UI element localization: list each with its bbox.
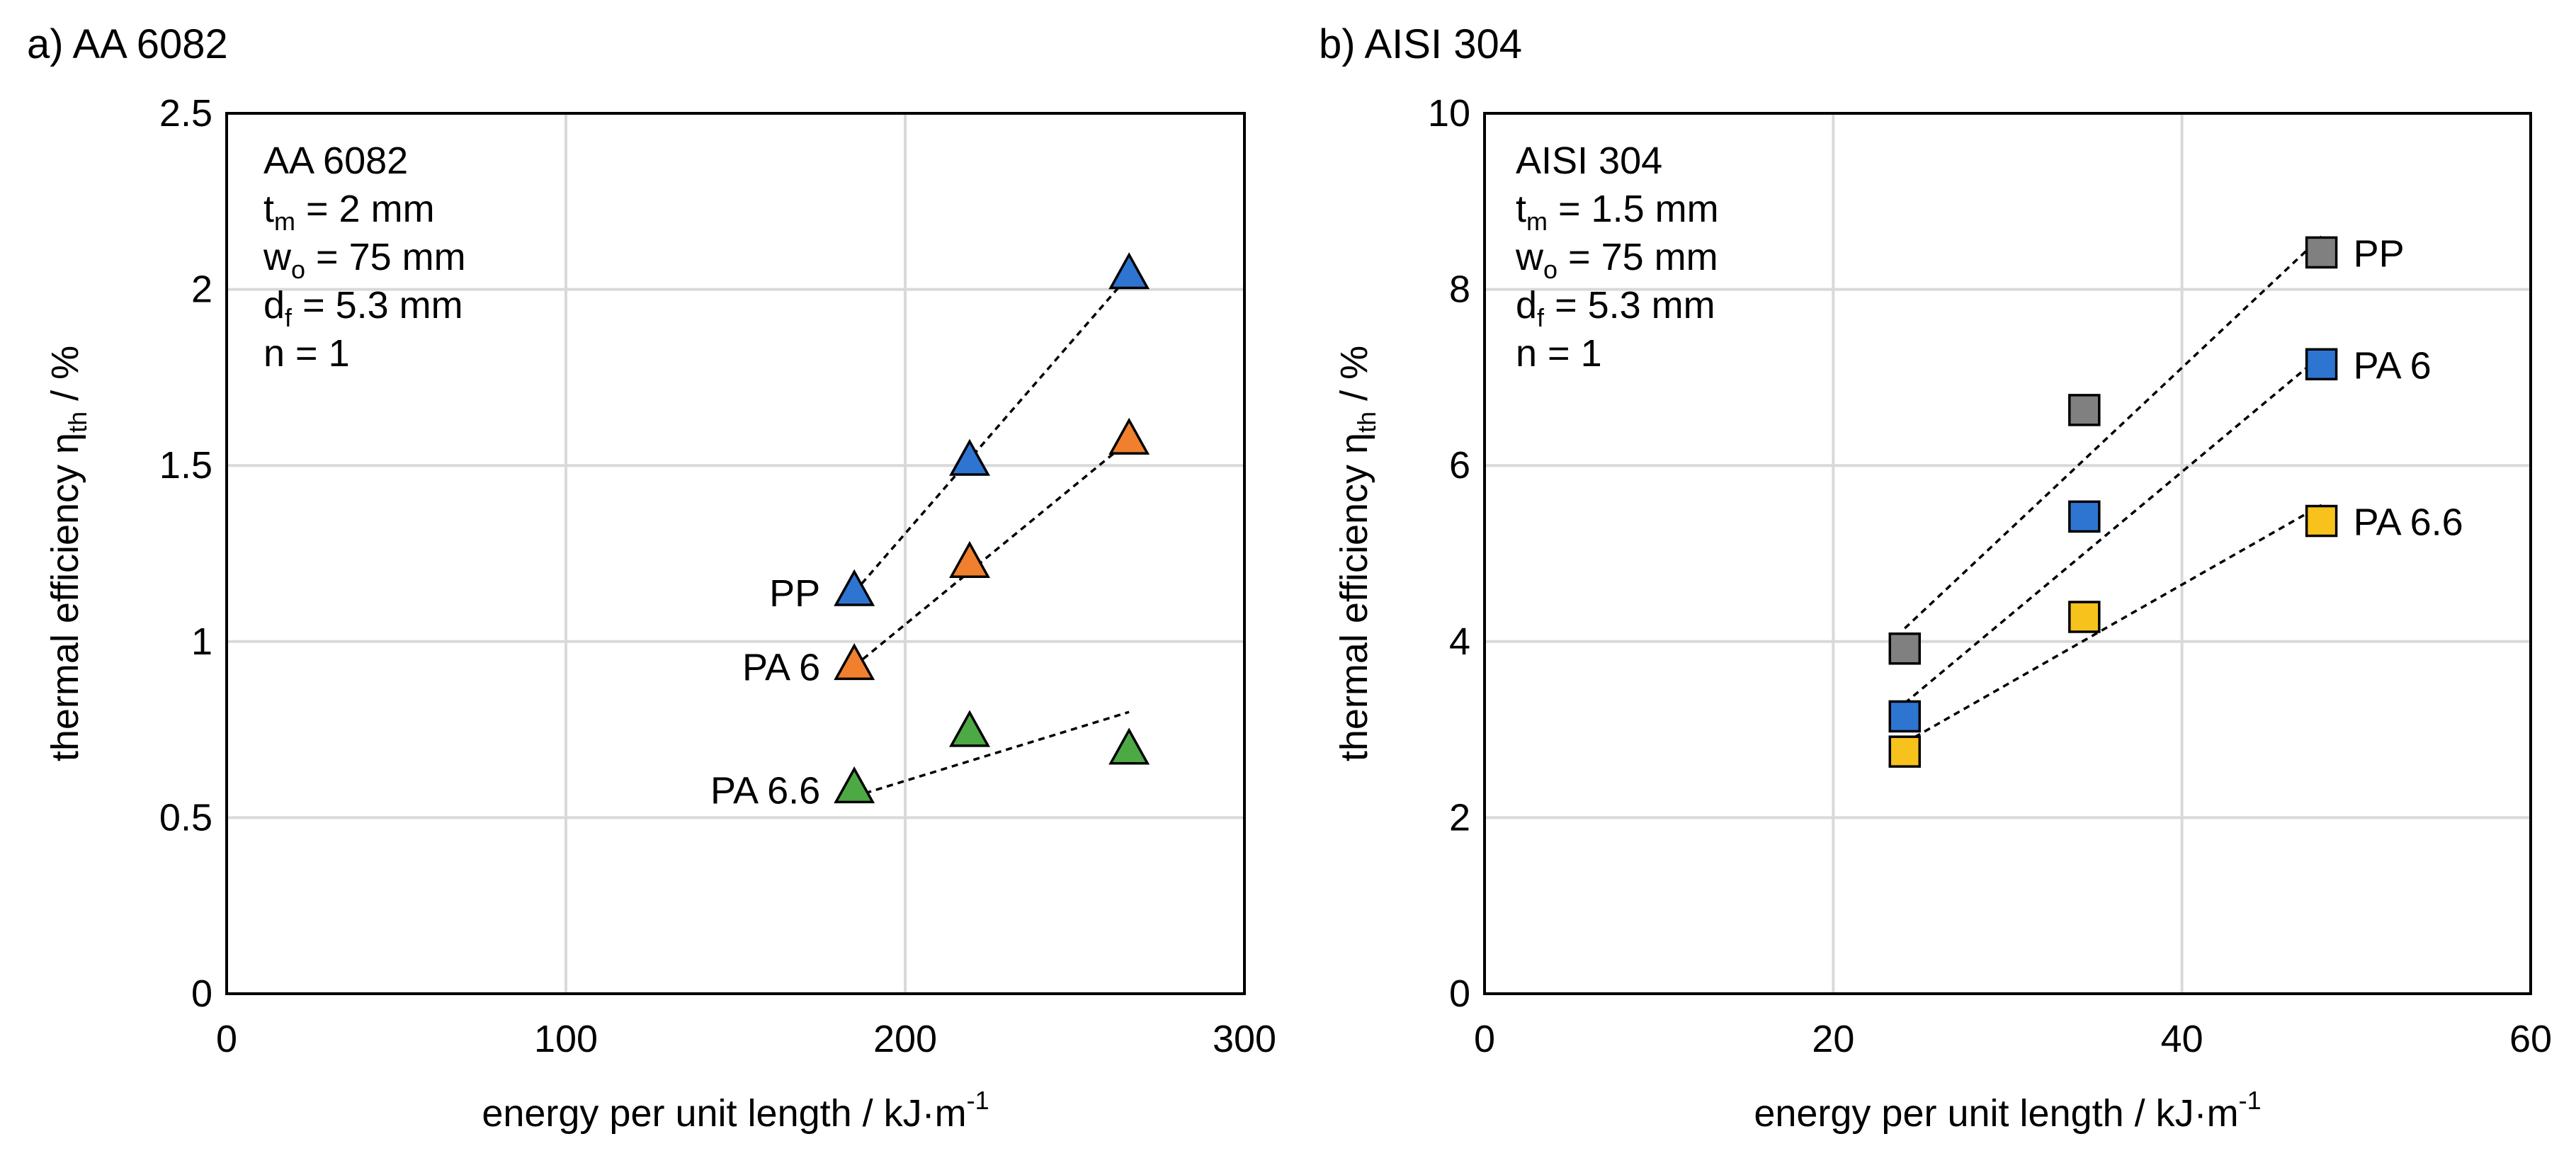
x-tick-label: 300 bbox=[1213, 1018, 1276, 1060]
data-point bbox=[949, 540, 990, 578]
x-tick-label: 20 bbox=[1812, 1018, 1854, 1060]
data-point bbox=[1108, 417, 1150, 455]
series-pp: PP bbox=[1888, 232, 2405, 665]
trend-line bbox=[1904, 354, 2322, 705]
data-point bbox=[1888, 735, 1922, 768]
data-point bbox=[1888, 632, 1922, 665]
series-label: PA 6 bbox=[2354, 344, 2432, 387]
y-tick-label: 2 bbox=[1449, 796, 1470, 839]
data-point bbox=[834, 766, 875, 804]
trend-line bbox=[853, 274, 1130, 594]
annotation-line: df = 5.3 mm bbox=[263, 284, 463, 332]
series-label: PA 6.6 bbox=[2354, 501, 2463, 544]
y-tick-label: 10 bbox=[1428, 92, 1470, 135]
series-label: PP bbox=[769, 572, 820, 615]
panel-label: b) AISI 304 bbox=[1319, 21, 1522, 67]
y-tick-label: 6 bbox=[1449, 444, 1470, 487]
y-tick-label: 2 bbox=[191, 268, 212, 311]
y-tick-label: 4 bbox=[1449, 620, 1470, 663]
x-tick-label: 100 bbox=[534, 1018, 598, 1060]
y-axis-label: thermal efficiency ηth / % bbox=[1333, 346, 1381, 761]
x-tick-label: 0 bbox=[216, 1018, 237, 1060]
annotation-line: wo = 75 mm bbox=[263, 236, 466, 284]
x-axis-label: energy per unit length / kJ·m-1 bbox=[482, 1086, 989, 1135]
data-point bbox=[949, 710, 990, 747]
annotation-line: tm = 2 mm bbox=[263, 188, 435, 236]
panel-label: a) AA 6082 bbox=[27, 21, 228, 67]
series-label: PP bbox=[2354, 232, 2405, 275]
data-point bbox=[2068, 500, 2101, 533]
series-label: PA 6.6 bbox=[710, 770, 820, 812]
data-point bbox=[2305, 504, 2338, 538]
x-tick-label: 0 bbox=[1474, 1018, 1495, 1060]
series-pa-6-6: PA 6.6 bbox=[710, 710, 1150, 812]
annotation-line: wo = 75 mm bbox=[1515, 236, 1718, 284]
trend-line bbox=[853, 710, 1130, 798]
y-tick-label: 8 bbox=[1449, 268, 1470, 311]
trend-line bbox=[853, 440, 1130, 667]
series-pa-6-6: PA 6.6 bbox=[1888, 501, 2463, 768]
series-pp: PP bbox=[769, 252, 1150, 615]
series-label: PA 6 bbox=[742, 647, 820, 689]
series-pa-6: PA 6 bbox=[1888, 344, 2432, 733]
data-point bbox=[1108, 252, 1150, 290]
annotation-line: AA 6082 bbox=[263, 140, 408, 182]
annotation-line: tm = 1.5 mm bbox=[1516, 188, 1719, 236]
y-tick-label: 0.5 bbox=[159, 796, 212, 839]
series-pa-6: PA 6 bbox=[742, 417, 1150, 689]
plot-frame bbox=[225, 112, 1246, 995]
annotation-line: n = 1 bbox=[263, 332, 350, 375]
y-tick-label: 1 bbox=[191, 620, 212, 663]
y-tick-label: 2.5 bbox=[159, 92, 212, 135]
y-tick-label: 0 bbox=[191, 972, 212, 1015]
data-point bbox=[1888, 700, 1922, 733]
y-tick-label: 1.5 bbox=[159, 444, 212, 487]
annotation-line: n = 1 bbox=[1516, 332, 1602, 375]
data-point bbox=[2305, 236, 2338, 269]
x-tick-label: 60 bbox=[2509, 1018, 2552, 1060]
data-point bbox=[949, 438, 990, 476]
data-point bbox=[2068, 601, 2101, 633]
trend-line bbox=[1904, 235, 2322, 630]
x-tick-label: 40 bbox=[2161, 1018, 2203, 1060]
x-axis-label: energy per unit length / kJ·m-1 bbox=[1754, 1086, 2261, 1135]
x-tick-label: 200 bbox=[873, 1018, 937, 1060]
data-point bbox=[834, 569, 875, 606]
data-point bbox=[1108, 727, 1150, 765]
y-tick-label: 0 bbox=[1449, 972, 1470, 1015]
annotation-line: df = 5.3 mm bbox=[1516, 284, 1715, 332]
data-point bbox=[2068, 394, 2101, 426]
data-point bbox=[2305, 348, 2338, 381]
plot-frame bbox=[1483, 112, 2532, 995]
trend-line bbox=[1904, 504, 2322, 744]
y-axis-label: thermal efficiency ηth / % bbox=[44, 346, 92, 761]
data-point bbox=[834, 642, 875, 681]
annotation-line: AISI 304 bbox=[1516, 140, 1662, 182]
